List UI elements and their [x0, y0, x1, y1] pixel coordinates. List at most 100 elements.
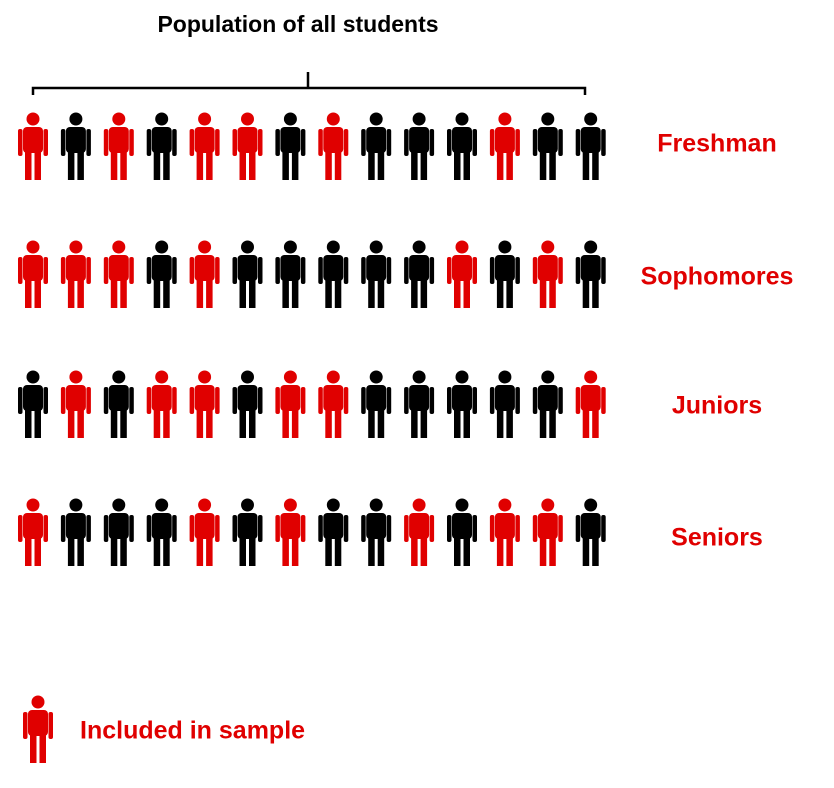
- leg: [163, 150, 170, 180]
- leg: [377, 278, 385, 308]
- leg: [249, 536, 256, 566]
- arm: [300, 515, 306, 542]
- leg: [420, 536, 428, 566]
- arm: [361, 515, 366, 542]
- arm: [318, 515, 323, 542]
- leg: [420, 150, 428, 180]
- arm: [258, 387, 263, 414]
- arm: [18, 515, 23, 542]
- student-figure: [60, 370, 91, 438]
- leg: [120, 150, 127, 180]
- arm: [429, 257, 435, 284]
- leg: [291, 278, 299, 308]
- torso: [452, 385, 472, 411]
- student-figure: [361, 498, 392, 566]
- head: [369, 370, 383, 384]
- arm: [103, 515, 109, 542]
- head: [283, 370, 297, 384]
- leg: [110, 278, 118, 308]
- student-figure: [575, 112, 606, 180]
- arm: [472, 515, 477, 542]
- leg: [67, 408, 75, 438]
- torso: [280, 385, 301, 411]
- arm: [361, 257, 366, 284]
- leg: [582, 536, 590, 566]
- student-figure: [447, 240, 477, 308]
- leg: [282, 536, 289, 566]
- leg: [592, 150, 599, 180]
- head: [412, 498, 426, 512]
- arm: [232, 387, 237, 414]
- arm: [404, 129, 409, 156]
- student-figure: [60, 240, 91, 308]
- arm: [189, 129, 195, 156]
- row-label: Seniors: [671, 524, 763, 552]
- leg: [549, 408, 556, 438]
- arm: [532, 515, 538, 542]
- leg: [334, 536, 342, 566]
- head: [155, 370, 169, 384]
- arm: [300, 129, 306, 156]
- arm: [172, 257, 177, 284]
- leg: [325, 408, 332, 438]
- student-figure: [146, 112, 177, 180]
- student-figure: [275, 370, 306, 438]
- arm: [258, 515, 263, 542]
- torso: [409, 513, 430, 539]
- student-figure: [146, 240, 177, 308]
- leg: [239, 150, 246, 180]
- leg: [463, 536, 470, 566]
- arm: [532, 387, 538, 414]
- leg: [549, 278, 556, 308]
- torso: [280, 255, 301, 281]
- title: Population of all students: [157, 11, 438, 37]
- leg: [411, 150, 418, 180]
- head: [412, 112, 426, 126]
- arm: [60, 515, 66, 542]
- arm: [275, 129, 280, 156]
- student-figure: [18, 498, 48, 566]
- arm: [23, 712, 28, 739]
- student-figure: [489, 498, 520, 566]
- leg: [506, 150, 513, 180]
- head: [31, 695, 45, 709]
- arm: [103, 257, 109, 284]
- head: [69, 112, 83, 126]
- leg: [506, 278, 513, 308]
- arm: [558, 515, 563, 542]
- torso: [237, 255, 258, 281]
- head: [584, 240, 598, 254]
- arm: [343, 387, 349, 414]
- arm: [232, 129, 237, 156]
- leg: [249, 150, 256, 180]
- arm: [318, 387, 323, 414]
- torso: [366, 255, 387, 281]
- arm: [129, 387, 134, 414]
- student-figure: [18, 240, 48, 308]
- student-figure: [189, 240, 220, 308]
- student-figure: [275, 240, 306, 308]
- arm: [404, 515, 409, 542]
- student-figure: [232, 370, 263, 438]
- student-figure: [146, 370, 177, 438]
- arm: [489, 387, 495, 414]
- torso: [409, 255, 430, 281]
- leg: [506, 408, 513, 438]
- torso: [108, 385, 129, 411]
- arm: [515, 129, 520, 156]
- arm: [146, 387, 152, 414]
- head: [584, 112, 598, 126]
- leg: [77, 408, 84, 438]
- leg: [463, 150, 470, 180]
- torso: [108, 255, 129, 281]
- leg: [239, 536, 246, 566]
- leg: [334, 150, 342, 180]
- leg: [163, 408, 170, 438]
- arm: [300, 387, 306, 414]
- leg: [592, 408, 599, 438]
- arm: [575, 257, 581, 284]
- torso: [409, 385, 430, 411]
- head: [412, 240, 426, 254]
- arm: [275, 515, 280, 542]
- torso: [323, 513, 344, 539]
